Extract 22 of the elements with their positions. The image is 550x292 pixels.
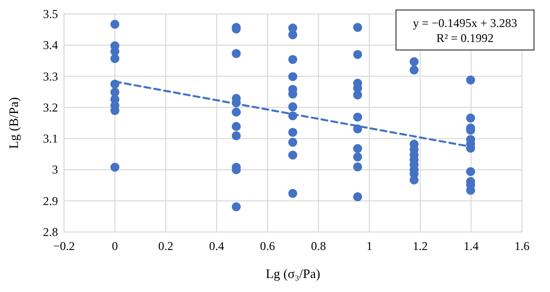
y-tick-label: 3 [52,162,58,177]
x-tick-label: 1.4 [464,239,479,253]
x-axis-title: Lg (σ₃/Pa) [266,266,320,281]
y-tick-label: 2.9 [43,194,58,208]
y-tick-label: 3.5 [43,7,58,21]
y-tick-label: 2.8 [43,225,58,239]
x-tick-label: 0.4 [209,239,224,253]
x-tick-label: 1 [366,239,372,253]
annotation: y = −0.1495x + 3.283 [412,16,518,30]
x-tick-label: 0 [112,239,118,253]
x-tick-label: 0.6 [260,239,276,253]
y-tick-label: 3.2 [43,100,58,114]
y-tick-label: 3.3 [43,69,58,84]
x-tick-label: 0.8 [310,239,326,253]
x-tick-label: 1.2 [412,239,428,253]
annotation: R² = 0.1992 [436,31,494,45]
y-tick-label: 3.4 [43,38,58,52]
x-tick-label: 1.6 [514,239,530,253]
y-tick-label: 3.1 [43,132,58,146]
x-tick-label: −0.2 [53,239,75,253]
y-axis-title: Lg (B/Pa) [6,97,21,149]
x-tick-label: 0.2 [158,239,174,253]
